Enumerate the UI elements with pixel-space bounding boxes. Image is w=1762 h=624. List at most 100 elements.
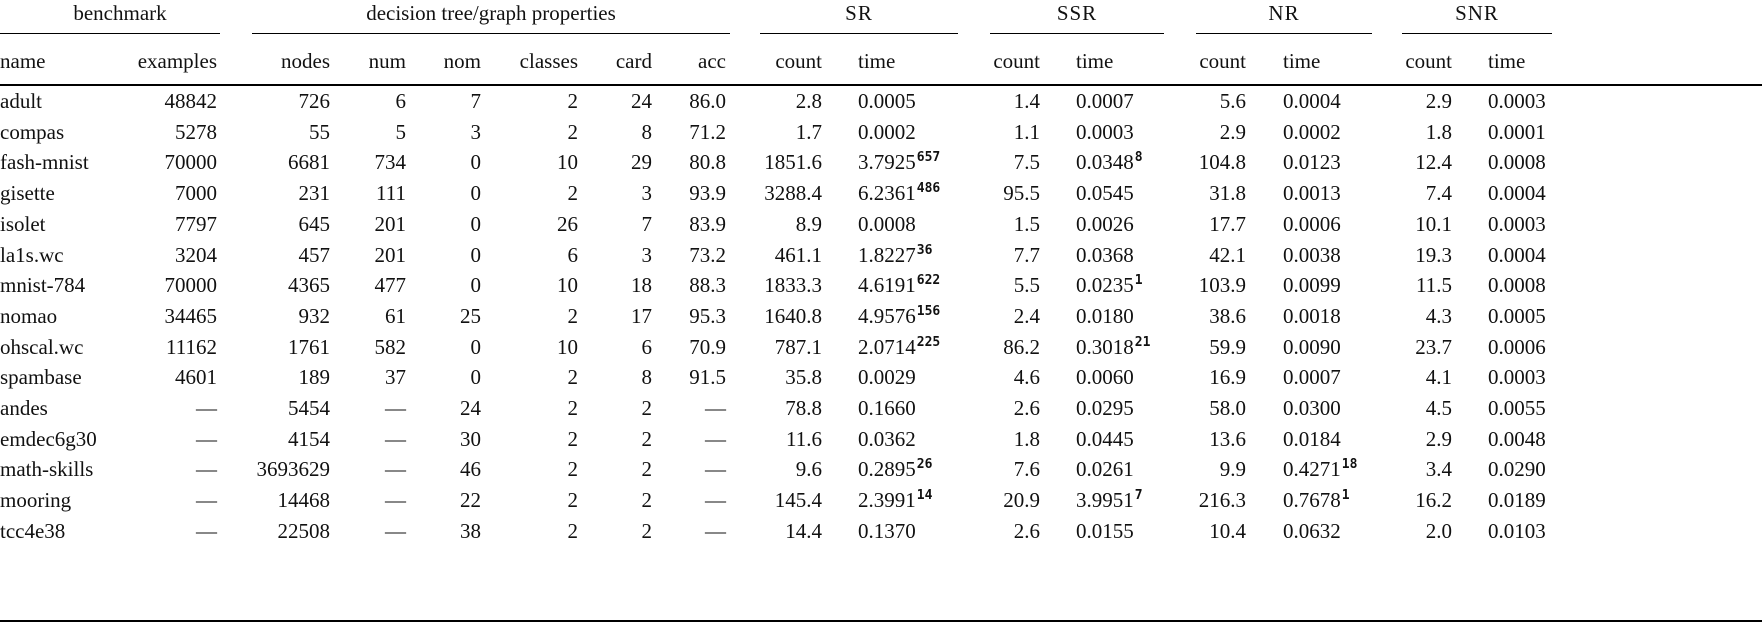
- cell-value: 30: [460, 426, 481, 451]
- cell-superscript: 1: [1341, 488, 1350, 504]
- cell-value: 4.1: [1425, 365, 1452, 390]
- cell-value: —: [385, 518, 406, 543]
- cell-value: 73.2: [689, 242, 726, 267]
- cell-value: —: [196, 518, 217, 543]
- cell-value: 3204: [175, 242, 217, 267]
- cell-value: 0.0003: [1488, 211, 1546, 236]
- cell-value: 0.0001: [1488, 119, 1546, 144]
- cell-value: tcc4e38: [0, 518, 66, 543]
- cell-value: 10: [557, 150, 578, 175]
- cell-value: fash-mnist: [0, 150, 89, 175]
- cell-value: 0.1660: [858, 396, 916, 420]
- cell-num: —: [340, 422, 406, 456]
- cell-value: 0.0006: [1488, 334, 1546, 359]
- column-header-card: card: [615, 49, 652, 73]
- cell-nom: 25: [420, 299, 481, 333]
- cell-value: 7: [470, 89, 482, 113]
- cell-num: 582: [340, 330, 407, 364]
- cell-value: compas: [0, 119, 65, 144]
- cell-value: 37: [385, 365, 406, 390]
- cell-superscript: 8: [1134, 150, 1143, 166]
- cell-superscript: 36: [916, 242, 933, 258]
- column-header-nodes: nodes: [281, 49, 330, 73]
- cell-nr-count: 42.1: [1190, 238, 1246, 272]
- cell-name: nomao: [0, 299, 150, 333]
- cell-value: 17.7: [1209, 211, 1246, 236]
- cell-value: 13.6: [1209, 426, 1246, 451]
- cell-examples: —: [100, 483, 217, 517]
- cell-value: 3: [641, 242, 653, 267]
- cell-acc: 95.3: [660, 299, 726, 333]
- cell-name: compas: [0, 115, 150, 149]
- cell-value: 4.5: [1425, 396, 1452, 420]
- cell-value: 2: [567, 181, 579, 206]
- cell-value: 0.3018: [1076, 334, 1134, 359]
- cell-num: 111: [340, 176, 406, 210]
- cell-value: 0.0048: [1488, 426, 1546, 451]
- cell-classes: 2: [490, 391, 579, 425]
- cell-value: 0.0362: [858, 426, 916, 451]
- cell-value: 2: [567, 89, 579, 113]
- cell-nom: 0: [420, 145, 482, 179]
- cell-sr-time: 0.0029: [858, 360, 968, 394]
- cell-value: 0.0090: [1283, 334, 1341, 359]
- cell-value: 17: [631, 303, 652, 328]
- cell-classes: 10: [490, 268, 578, 302]
- cell-ssr-time: 0.0545: [1076, 176, 1176, 210]
- cell-card: 3: [590, 176, 653, 210]
- cell-value: 34465: [164, 303, 218, 328]
- cell-value: —: [385, 426, 406, 451]
- cell-snr-time: 0.0055: [1488, 391, 1558, 425]
- cell-value: gisette: [0, 181, 55, 206]
- cell-superscript: 225: [916, 334, 941, 350]
- group-rule-snr: [1402, 33, 1552, 34]
- cell-sr-time: 0.0362: [858, 422, 968, 456]
- cell-classes: 2: [490, 84, 579, 118]
- column-header-num: num: [368, 49, 406, 73]
- cell-value: 1761: [288, 334, 330, 359]
- cell-value: 5: [395, 119, 407, 144]
- cell-value: 0.0004: [1488, 181, 1546, 206]
- cell-acc: 88.3: [660, 268, 726, 302]
- cell-value: 0.0005: [858, 89, 916, 113]
- cell-card: 3: [590, 238, 653, 272]
- cell-acc: 70.9: [660, 330, 726, 364]
- cell-examples: 7000: [100, 176, 217, 210]
- cell-value: 8.9: [795, 211, 822, 236]
- cell-value: 4.6: [1013, 365, 1040, 390]
- cell-value: 31.8: [1209, 181, 1246, 206]
- cell-value: 3.9951: [1076, 488, 1134, 513]
- cell-nr-count: 16.9: [1190, 360, 1246, 394]
- cell-value: 0.0026: [1076, 211, 1134, 236]
- cell-value: 0: [470, 334, 482, 359]
- cell-name: la1s.wc: [0, 238, 150, 272]
- cell-value: 2.9: [1425, 426, 1452, 451]
- cell-value: 78.8: [785, 396, 822, 420]
- cell-card: 18: [590, 268, 652, 302]
- cell-snr-time: 0.0008: [1488, 145, 1558, 179]
- cell-snr-count: 4.5: [1400, 391, 1452, 425]
- cell-value: 0.0013: [1283, 181, 1341, 206]
- cell-value: 23.7: [1415, 334, 1452, 359]
- cell-value: 457: [298, 242, 331, 267]
- cell-value: 80.8: [689, 150, 726, 175]
- cell-value: —: [196, 457, 217, 482]
- cell-nr-count: 103.9: [1190, 268, 1246, 302]
- header-rule: [0, 84, 1762, 86]
- cell-value: 46: [460, 457, 481, 482]
- cell-ssr-time: 0.0368: [1076, 238, 1176, 272]
- cell-nr-count: 31.8: [1190, 176, 1246, 210]
- group-header-sr: SR: [845, 1, 873, 25]
- cell-value: nomao: [0, 303, 58, 328]
- cell-value: 1.4: [1013, 89, 1040, 113]
- cell-snr-time: 0.0004: [1488, 238, 1558, 272]
- cell-value: 7797: [175, 211, 217, 236]
- cell-value: 83.9: [689, 211, 726, 236]
- cell-value: 0.0060: [1076, 365, 1134, 390]
- cell-value: 2.9: [1425, 89, 1452, 113]
- cell-value: 216.3: [1198, 488, 1246, 513]
- cell-nodes: 5454: [230, 391, 330, 425]
- cell-ssr-count: 2.6: [990, 391, 1040, 425]
- cell-examples: 70000: [100, 268, 218, 302]
- cell-value: —: [196, 488, 217, 513]
